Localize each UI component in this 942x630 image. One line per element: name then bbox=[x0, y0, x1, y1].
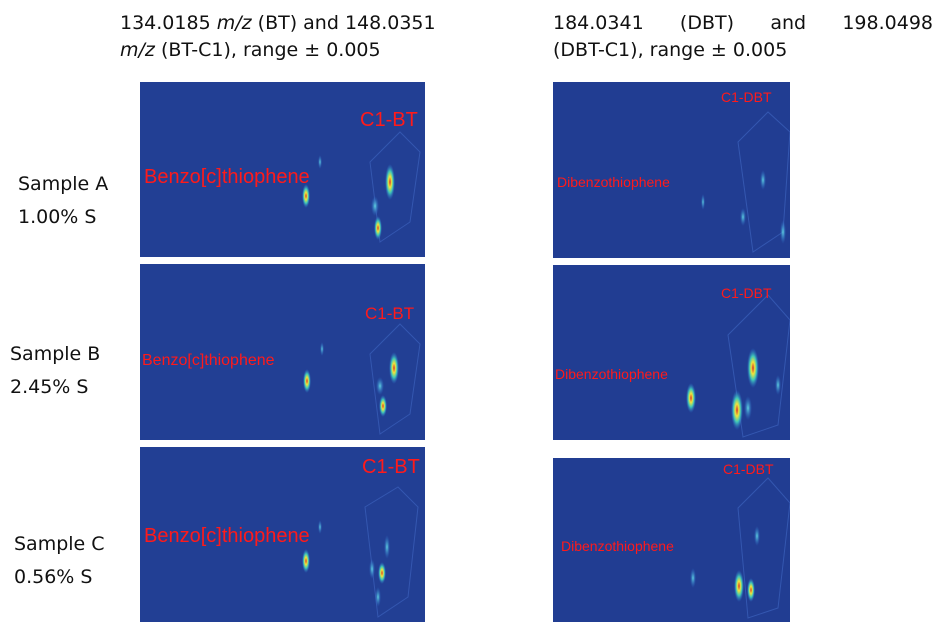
column-header-bt: 134.0185 m/z (BT) and 148.0351 m/z (BT-C… bbox=[120, 10, 500, 64]
chromatogram-panel: Dibenzothiophene C1-DBT bbox=[553, 265, 790, 440]
methyl-label: C1-BT bbox=[362, 456, 420, 478]
column-header-dbt: 184.0341 (DBT) and 198.0498 (DBT-C1), ra… bbox=[553, 10, 933, 64]
compound-label: Dibenzothiophene bbox=[557, 174, 670, 190]
compound-label: Dibenzothiophene bbox=[561, 538, 674, 554]
chromatogram-panel: Benzo[c]thiophene C1-BT bbox=[140, 447, 425, 622]
chromatogram-panel: Dibenzothiophene C1-DBT bbox=[553, 82, 790, 258]
methyl-label: C1-BT bbox=[365, 304, 414, 323]
methyl-label: C1-DBT bbox=[721, 89, 772, 105]
methyl-label: C1-DBT bbox=[723, 461, 774, 477]
page: 134.0185 m/z (BT) and 148.0351 m/z (BT-C… bbox=[0, 0, 942, 630]
methyl-label: C1-DBT bbox=[721, 285, 772, 301]
chromatogram-panel: Benzo[c]thiophene C1-BT bbox=[140, 264, 425, 440]
compound-label: Benzo[c]thiophene bbox=[144, 166, 310, 188]
compound-label: Benzo[c]thiophene bbox=[144, 525, 310, 547]
methyl-label: C1-BT bbox=[360, 109, 418, 131]
chromatogram-panel: Benzo[c]thiophene C1-BT bbox=[140, 82, 425, 257]
chromatogram-panel: Dibenzothiophene C1-DBT bbox=[553, 458, 790, 622]
compound-label: Benzo[c]thiophene bbox=[142, 352, 275, 369]
compound-label: Dibenzothiophene bbox=[555, 366, 668, 382]
